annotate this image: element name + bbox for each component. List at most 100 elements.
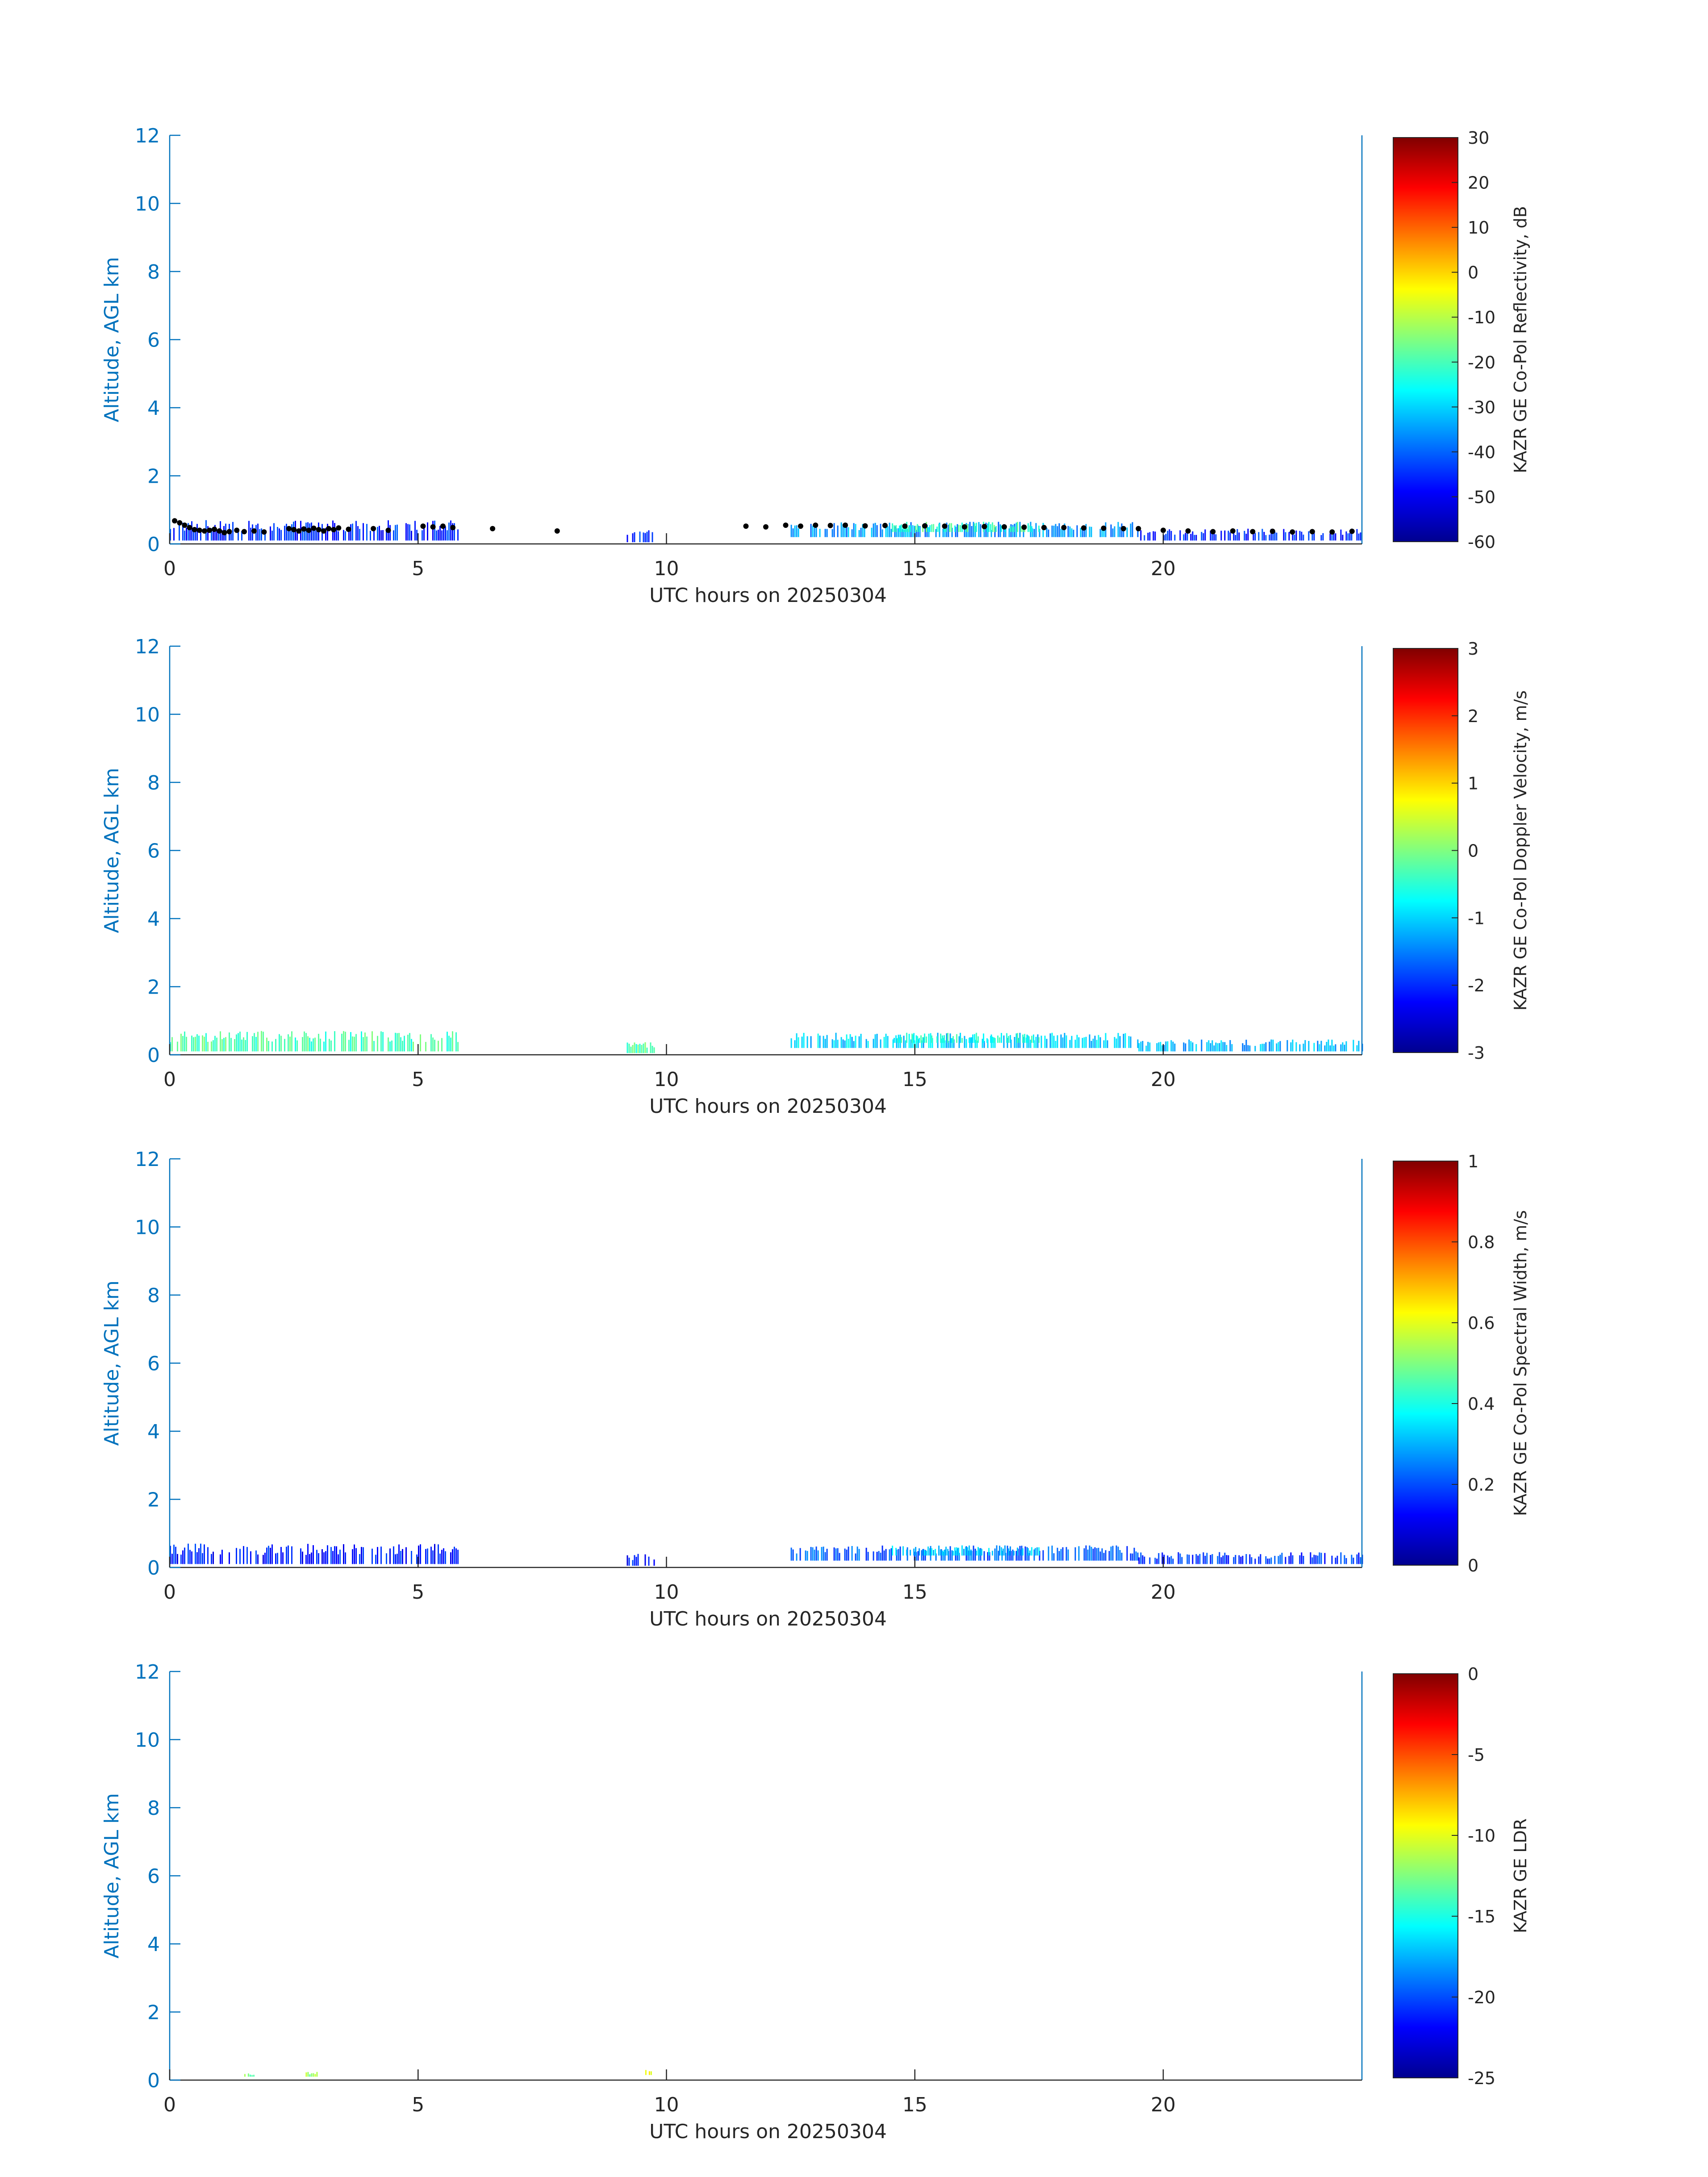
echo-streak	[280, 530, 282, 541]
echo-streak	[180, 1033, 182, 1052]
echo-streak	[896, 528, 898, 537]
echo-streak	[380, 1546, 382, 1564]
echo-streak	[377, 1036, 378, 1052]
echo-streak	[1229, 532, 1231, 541]
echo-streak	[363, 523, 364, 541]
echo-streak	[248, 521, 250, 541]
echo-streak	[892, 1546, 894, 1556]
colorbar-label: KAZR GE Co-Pol Spectral Width, m/s	[1511, 1210, 1530, 1516]
echo-streak	[1333, 1045, 1335, 1052]
echo-streak	[1058, 523, 1060, 537]
echo-streak	[455, 1032, 457, 1052]
cloud-base-marker	[490, 526, 496, 531]
cloud-base-marker	[882, 522, 888, 528]
echo-streak	[332, 1551, 334, 1564]
echo-streak	[821, 1547, 823, 1561]
colorbar-tick-label: 1	[1468, 774, 1478, 794]
echo-streak	[1215, 1042, 1217, 1052]
echo-streak	[1203, 1552, 1204, 1564]
echo-streak	[1062, 526, 1064, 537]
y-tick-label: 6	[147, 1865, 160, 1888]
echo-streak	[1013, 1550, 1015, 1556]
echo-streak	[1265, 1042, 1267, 1052]
echo-streak	[171, 1554, 173, 1564]
echo-streak	[270, 1547, 271, 1564]
echo-streak	[1172, 1041, 1174, 1052]
y-tick-label: 0	[147, 1044, 160, 1067]
echo-streak	[992, 522, 994, 532]
echo-streak	[1024, 1546, 1026, 1561]
echo-streak	[1278, 1556, 1279, 1564]
echo-streak	[794, 1040, 796, 1048]
echo-streak	[180, 1554, 182, 1564]
echo-streak	[994, 527, 996, 537]
echo-streak	[634, 1555, 635, 1566]
echo-streak	[314, 529, 316, 541]
echo-streak	[958, 1036, 960, 1048]
echo-streak	[648, 530, 650, 543]
cloud-base-marker	[743, 523, 749, 529]
colorbar-tick-label: 0.2	[1468, 1475, 1495, 1495]
echo-streak	[949, 523, 951, 532]
echo-streak	[1340, 529, 1342, 541]
echo-streak	[1156, 1043, 1158, 1052]
echo-streak	[969, 522, 971, 537]
echo-streak	[1236, 529, 1238, 541]
echo-streak	[263, 1032, 264, 1052]
echo-streak	[398, 1033, 400, 1052]
echo-streak	[1258, 1556, 1260, 1564]
echo-streak	[1235, 1555, 1236, 1564]
echo-streak	[871, 527, 873, 537]
echo-streak	[1092, 1038, 1094, 1048]
echo-streak	[898, 1549, 899, 1561]
colorbar-tick-label: -20	[1468, 1988, 1495, 2007]
echo-streak	[1058, 1551, 1060, 1561]
echo-streak	[1015, 1551, 1017, 1561]
echo-streak	[873, 523, 874, 537]
echo-streak	[1317, 1040, 1319, 1052]
echo-streak	[182, 1550, 184, 1564]
y-axis-label: Altitude, AGL km	[100, 1280, 123, 1446]
echo-streak	[413, 1041, 414, 1052]
echo-streak	[254, 1033, 255, 1052]
echo-streak	[1345, 1041, 1347, 1052]
echo-streak	[901, 524, 902, 532]
echo-streak	[1161, 1045, 1163, 1052]
echo-streak	[196, 1552, 198, 1564]
echo-streak	[1149, 1042, 1151, 1052]
echo-streak	[1073, 530, 1074, 537]
echo-streak	[1158, 1553, 1160, 1564]
echo-streak	[380, 1031, 382, 1052]
echo-streak	[976, 1032, 977, 1043]
echo-streak	[1094, 1547, 1096, 1561]
echo-streak	[1183, 1042, 1185, 1052]
echo-streak	[318, 1034, 319, 1052]
echo-streak	[880, 1552, 881, 1561]
echo-streak	[1138, 1557, 1140, 1564]
echo-streak	[1242, 1043, 1244, 1052]
cloud-base-marker	[450, 525, 456, 531]
echo-streak	[246, 1547, 248, 1564]
echo-streak	[1278, 1042, 1279, 1052]
echo-streak	[266, 1037, 267, 1052]
cloud-base-marker	[371, 526, 376, 531]
echo-streak	[1038, 526, 1040, 532]
echo-streak	[960, 525, 961, 532]
echo-streak	[1235, 535, 1236, 541]
echo-streak	[1335, 1558, 1336, 1564]
cloud-base-marker	[226, 529, 232, 535]
echo-streak	[188, 523, 189, 541]
echo-streak	[1067, 1549, 1069, 1561]
echo-streak	[250, 1551, 251, 1564]
echo-streak	[241, 1039, 242, 1052]
echo-streak	[905, 529, 906, 537]
echo-streak	[393, 530, 394, 541]
echo-streak	[881, 1546, 883, 1561]
echo-streak	[313, 527, 314, 541]
echo-streak	[291, 1031, 292, 1052]
echo-streak	[1335, 1044, 1336, 1052]
echo-streak	[927, 1546, 929, 1556]
echo-streak	[350, 524, 351, 541]
echo-streak	[236, 1548, 237, 1564]
